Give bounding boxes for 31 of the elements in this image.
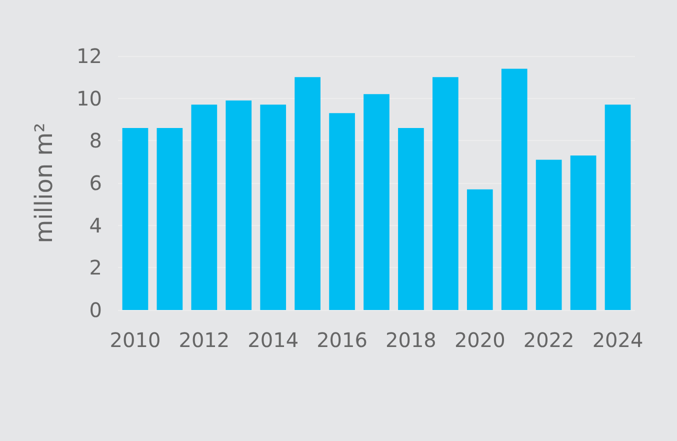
bar — [432, 77, 458, 310]
bar — [191, 104, 218, 310]
y-tick-label: 8 — [89, 128, 102, 153]
bar — [604, 104, 631, 310]
y-tick-label: 2 — [89, 256, 102, 280]
bar — [364, 94, 390, 310]
y-tick-label: 0 — [89, 298, 102, 322]
x-tick-label: 2010 — [110, 328, 161, 352]
x-tick-label: 2020 — [454, 328, 506, 352]
bar — [329, 113, 355, 310]
bar — [536, 160, 562, 310]
x-tick-label: 2016 — [316, 328, 368, 352]
y-axis-title: million m² — [30, 122, 58, 244]
x-tick-label: 2022 — [523, 328, 574, 352]
bar — [122, 128, 148, 310]
x-tick-label: 2014 — [248, 328, 299, 352]
y-tick-label: 12 — [76, 44, 102, 68]
x-tick-label: 2018 — [386, 328, 436, 352]
bar — [260, 104, 286, 310]
x-tick-label: 2012 — [178, 328, 230, 352]
bar — [294, 77, 320, 310]
x-tick-label: 2024 — [592, 328, 644, 352]
y-tick-label: 4 — [89, 213, 102, 238]
y-tick-label: 6 — [89, 171, 102, 195]
bar — [570, 155, 596, 310]
bar — [156, 128, 183, 310]
bar — [466, 189, 493, 310]
bar — [501, 68, 528, 310]
bar — [226, 100, 252, 310]
bar — [398, 128, 424, 310]
y-tick-label: 10 — [76, 86, 102, 110]
